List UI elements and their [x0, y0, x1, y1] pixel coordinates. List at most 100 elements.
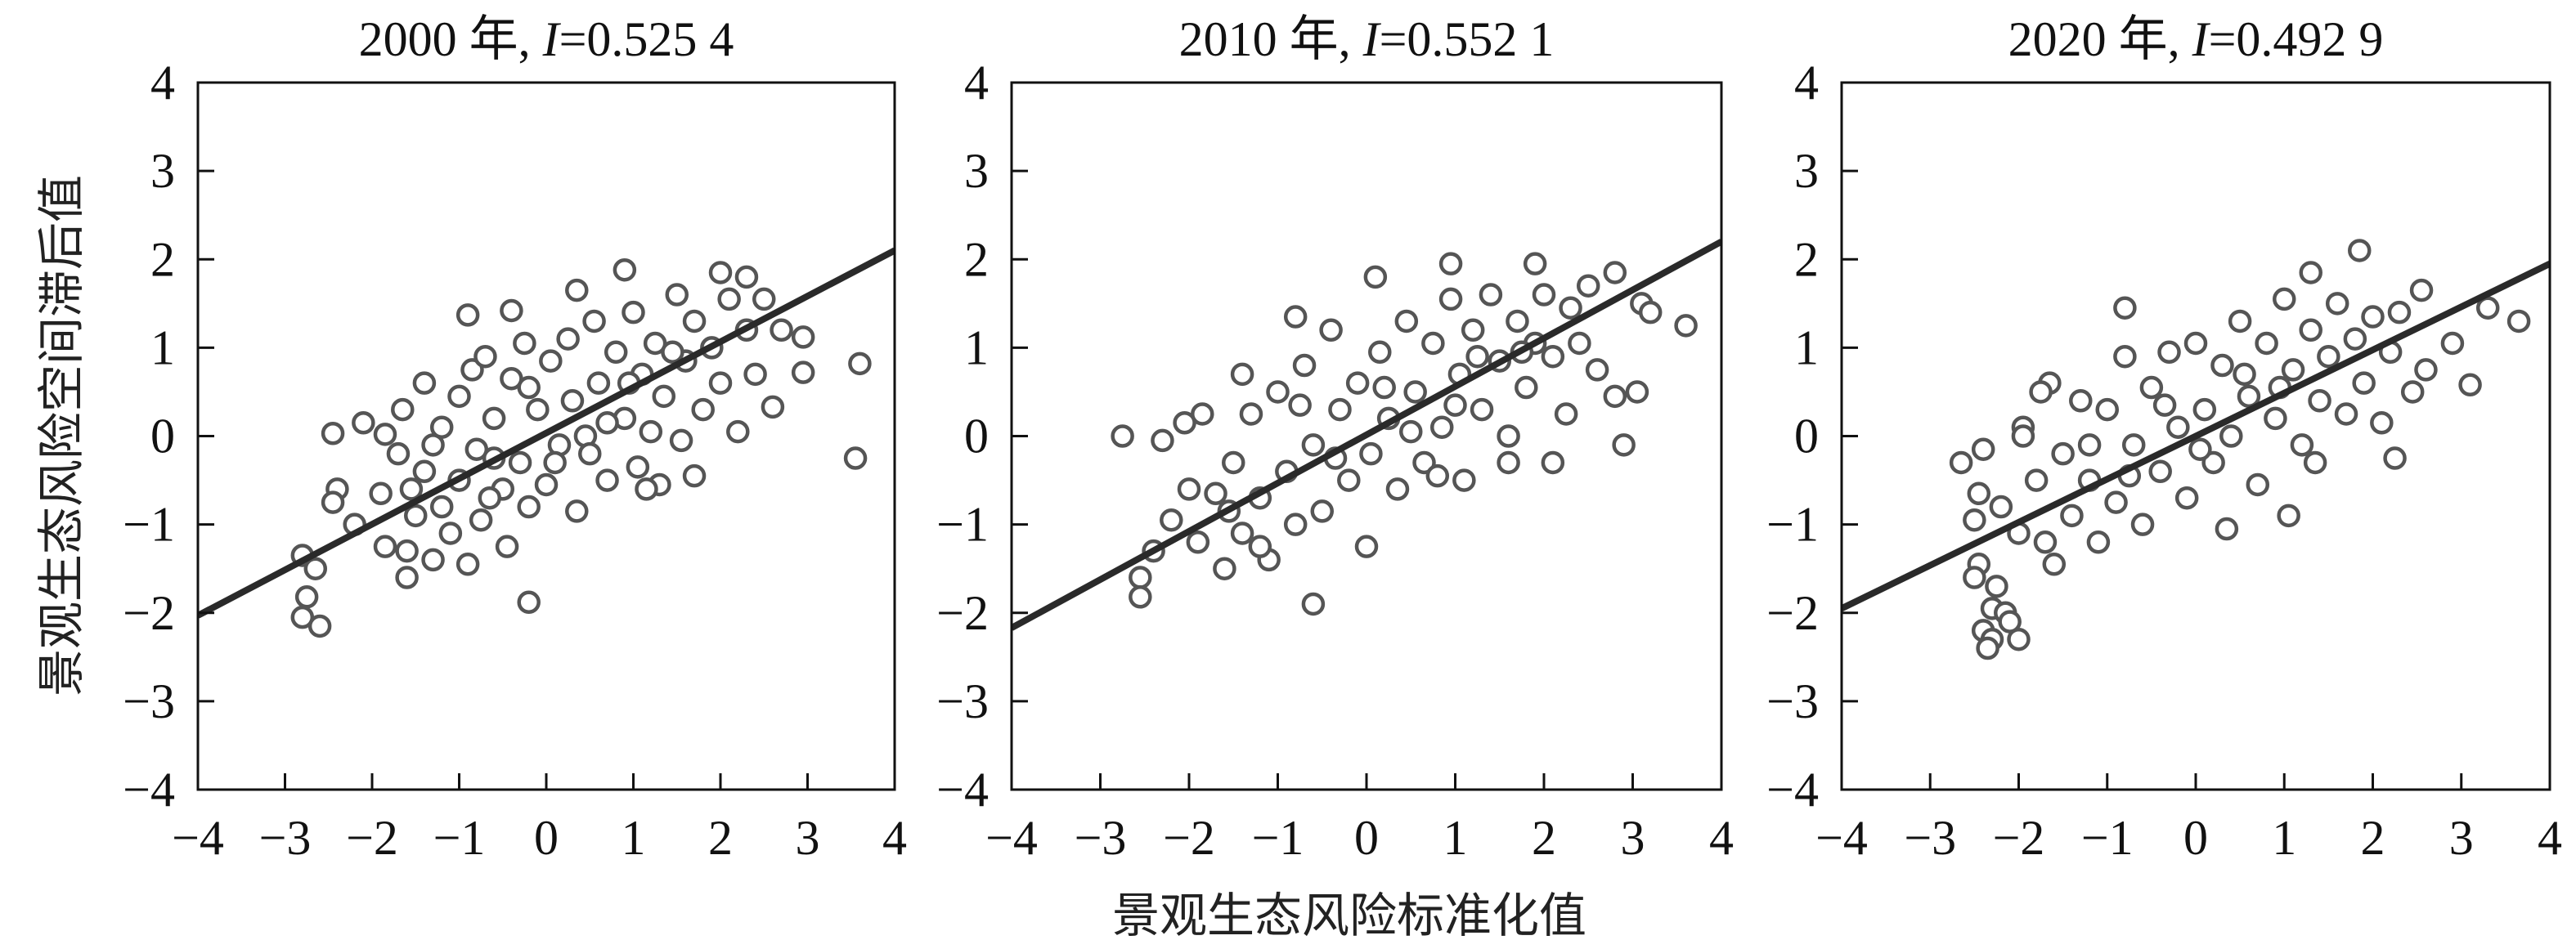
data-point: [2086, 530, 2111, 554]
x-tick-label: −3: [1904, 811, 1956, 865]
data-point: [2157, 340, 2181, 365]
y-tick-label: 1: [1794, 320, 1819, 374]
data-point: [613, 257, 637, 282]
data-point: [2051, 441, 2075, 466]
data-point: [1160, 508, 1183, 532]
data-point: [1301, 433, 1326, 457]
y-tick-label: 2: [1794, 232, 1819, 286]
data-point: [395, 539, 419, 563]
data-point: [843, 446, 868, 470]
data-point: [752, 287, 776, 311]
data-point: [2361, 305, 2385, 329]
data-point: [652, 384, 676, 409]
data-point: [534, 472, 559, 497]
data-point: [513, 331, 536, 356]
y-tick-label: −3: [1766, 674, 1819, 728]
y-tick-label: −2: [936, 586, 989, 640]
data-point: [2400, 380, 2425, 404]
x-tick-label: 0: [534, 811, 559, 865]
data-point: [2139, 375, 2164, 400]
data-point: [2277, 504, 2300, 528]
data-point: [1394, 309, 1419, 333]
data-point: [1186, 530, 1210, 554]
data-point: [1283, 305, 1308, 329]
data-point: [2024, 468, 2049, 492]
data-point: [478, 486, 502, 510]
data-point: [595, 411, 619, 435]
x-tick-label: 2: [708, 811, 733, 865]
data-point: [1222, 450, 1245, 475]
data-point: [1173, 411, 1196, 435]
data-point: [1412, 450, 1436, 475]
data-point: [395, 566, 419, 589]
data-point: [682, 463, 707, 488]
data-point: [2348, 239, 2372, 262]
data-point: [565, 499, 589, 523]
data-point: [2281, 358, 2305, 382]
y-tick-label: 4: [150, 56, 175, 110]
data-point: [635, 477, 658, 501]
x-tick-label: 1: [622, 811, 646, 865]
y-tick-label: −4: [936, 763, 989, 817]
data-point: [560, 389, 585, 413]
data-point: [2440, 331, 2465, 356]
data-point: [848, 351, 872, 376]
x-tick-label: 1: [1443, 811, 1468, 865]
data-point: [369, 481, 393, 506]
y-tick-label: 4: [1794, 56, 1819, 110]
y-axis-title: 景观生态风险空间滞后值: [35, 175, 88, 696]
data-point: [1429, 415, 1454, 439]
data-point: [2228, 309, 2252, 333]
x-tick-label: −3: [1075, 811, 1127, 865]
regression-line: [1012, 239, 1721, 631]
x-tick-label: 2: [1532, 811, 1556, 865]
y-tick-label: −3: [123, 674, 175, 728]
panel-title: 2000 年, I=0.525 4: [359, 12, 734, 66]
y-tick-label: −3: [936, 674, 989, 728]
x-tick-label: 0: [1354, 811, 1379, 865]
panel-year: 2020 年,: [2008, 12, 2192, 66]
x-tick-label: −2: [1163, 811, 1215, 865]
data-point: [2060, 504, 2084, 528]
x-axis-title: 景观生态风险标准化值: [1112, 889, 1586, 942]
data-point: [1204, 481, 1227, 506]
data-point: [1310, 499, 1334, 523]
panel-stat-value: =0.492 9: [2209, 12, 2384, 66]
data-point: [1438, 252, 1463, 275]
data-point: [1359, 441, 1383, 466]
data-point: [1515, 375, 1538, 400]
x-tick-label: −3: [259, 811, 312, 865]
data-point: [2077, 433, 2102, 457]
panel-title: 2020 年, I=0.492 9: [2008, 12, 2384, 66]
data-point: [1479, 283, 1503, 307]
data-point: [2246, 472, 2270, 497]
data-point: [321, 490, 345, 514]
data-point: [500, 366, 523, 391]
data-point: [526, 397, 550, 422]
data-point: [734, 265, 759, 289]
data-point: [595, 468, 619, 492]
panel-title: 2010 年, I=0.552 1: [1179, 12, 1555, 66]
data-point: [626, 455, 650, 479]
x-tick-label: 0: [2183, 811, 2208, 865]
x-tick-label: 4: [1709, 811, 1734, 865]
panel-year: 2010 年,: [1179, 12, 1363, 66]
data-point: [1461, 318, 1485, 342]
data-point: [429, 495, 454, 519]
data-point: [2334, 402, 2358, 426]
data-point: [665, 283, 689, 307]
data-point: [1239, 402, 1263, 426]
data-point: [1292, 353, 1317, 378]
panel-year: 2000 年,: [359, 12, 543, 66]
x-tick-label: −1: [1252, 811, 1304, 865]
data-point: [761, 395, 785, 419]
data-point: [1603, 261, 1627, 284]
y-tick-label: 2: [964, 232, 989, 286]
data-point: [2352, 371, 2376, 395]
data-point: [373, 535, 397, 558]
data-point: [2303, 450, 2327, 475]
data-point: [1577, 274, 1600, 298]
data-point: [2148, 459, 2172, 483]
data-point: [791, 325, 815, 349]
data-point: [682, 309, 707, 333]
